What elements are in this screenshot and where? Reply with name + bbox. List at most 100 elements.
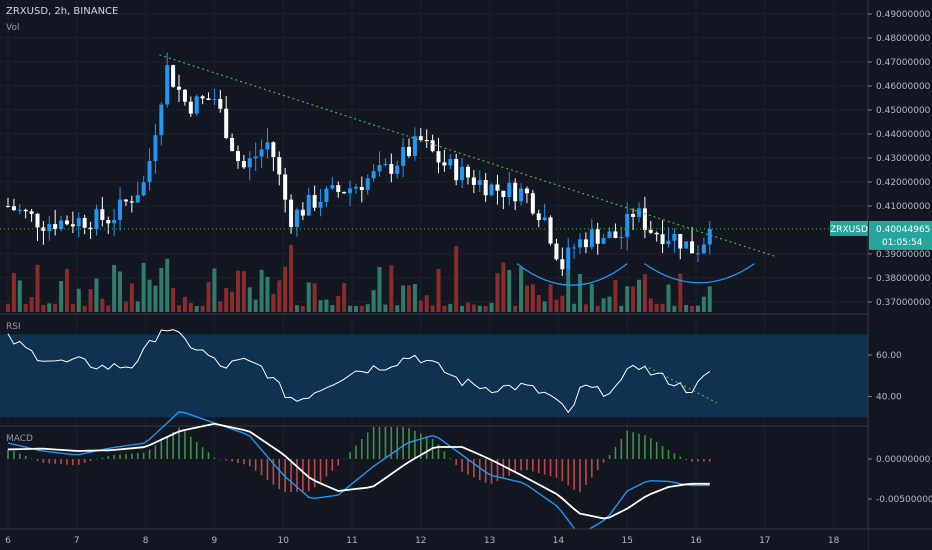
macd-histogram-bar — [366, 432, 369, 459]
candle-body — [206, 98, 211, 101]
volume-bar — [442, 305, 447, 312]
candle-body — [353, 186, 358, 189]
volume-bar — [560, 295, 565, 312]
candle-body — [566, 247, 571, 270]
volume-bar — [572, 303, 577, 312]
volume-bar — [524, 285, 529, 312]
volume-bar — [283, 266, 288, 312]
rsi-line — [7, 329, 711, 414]
candle-body — [224, 108, 229, 138]
volume-bar — [460, 305, 465, 312]
candle-body — [424, 139, 429, 141]
macd-tick-label: 0.00000000 — [876, 455, 931, 465]
macd-tick-label: -0.00500000 — [876, 495, 932, 505]
macd-histogram-bar — [496, 459, 499, 482]
macd-histogram-bar — [278, 459, 281, 490]
macd-histogram-bar — [225, 459, 227, 461]
macd-histogram-bar — [567, 459, 570, 486]
last-price-label: 0.40044965 — [876, 225, 930, 235]
macd-histogram-bar — [349, 452, 351, 459]
volume-bar — [159, 268, 164, 312]
candle-body — [489, 184, 494, 196]
macd-histogram-bar — [508, 459, 511, 476]
macd-histogram-bar — [591, 459, 593, 478]
time-tick-label: 9 — [212, 536, 218, 546]
macd-histogram-bar — [414, 430, 416, 459]
volume-bar — [371, 290, 376, 312]
candle-body — [436, 151, 441, 163]
volume-bar — [141, 262, 146, 312]
candle-body — [554, 243, 559, 260]
volume-bar — [684, 304, 689, 312]
macd-histogram-bar — [461, 459, 463, 472]
candle-body — [100, 209, 105, 220]
volume-bar — [595, 305, 600, 312]
macd-histogram-bar — [484, 459, 487, 483]
candle-body — [23, 209, 28, 212]
macd-histogram-bar — [561, 459, 564, 482]
macd-histogram-bar — [213, 457, 216, 459]
rounded-bottom-curve — [516, 263, 628, 286]
macd-histogram-bar — [596, 459, 599, 471]
volume-bar — [41, 304, 46, 312]
macd-histogram-bar — [131, 453, 133, 459]
macd-histogram-bar — [331, 459, 334, 471]
volume-bar — [707, 286, 712, 312]
volume-bar — [536, 294, 541, 312]
macd-histogram-bar — [195, 441, 198, 459]
volume-bar — [407, 285, 412, 312]
symbol-header: ZRXUSD, 2h, BINANCE — [6, 6, 118, 17]
volume-bar — [230, 291, 235, 312]
volume-bar — [465, 302, 470, 312]
time-axis-panel — [0, 529, 868, 550]
macd-histogram-bar — [107, 456, 110, 459]
candle-body — [701, 244, 706, 254]
macd-histogram-bar — [148, 449, 151, 459]
macd-line — [7, 411, 710, 536]
volume-bar — [177, 305, 182, 312]
rsi-band — [0, 334, 868, 418]
macd-histogram-bar — [667, 450, 670, 459]
volume-bar — [336, 295, 341, 312]
candle-body — [64, 220, 69, 225]
candle-body — [678, 234, 683, 249]
candle-body — [524, 188, 529, 194]
volume-bar — [135, 301, 140, 312]
price-overlays — [0, 54, 868, 257]
macd-histogram-bar — [543, 459, 546, 475]
macd-histogram-bar — [443, 451, 446, 459]
volume-bar — [607, 296, 612, 312]
volume-bar — [64, 268, 69, 312]
candle-body — [542, 217, 547, 221]
candle-body — [330, 185, 335, 189]
volume-bar — [306, 282, 311, 312]
candle-body — [300, 209, 305, 216]
volume-bar — [489, 302, 494, 312]
countdown-label: 01:05:54 — [882, 238, 923, 248]
macd-histogram-bar — [455, 459, 457, 465]
rsi-tick-label: 40.00 — [876, 393, 902, 403]
volume-bar — [188, 302, 193, 312]
macd-histogram-bar — [520, 459, 522, 471]
volume-bar — [436, 268, 441, 312]
candle-body — [153, 135, 158, 162]
macd-histogram-bar — [302, 459, 304, 492]
macd-histogram-bar — [526, 459, 528, 471]
candle-body — [88, 227, 93, 230]
volume-bar — [589, 284, 594, 312]
candle-body — [336, 185, 341, 192]
macd-histogram-bar — [319, 459, 322, 482]
candle-body — [477, 180, 482, 185]
candle-body — [171, 65, 176, 87]
price-tick-label: 0.47000000 — [876, 58, 931, 68]
macd-histogram-bar — [166, 436, 169, 459]
candle-body — [501, 190, 506, 197]
time-tick-label: 13 — [484, 536, 495, 546]
macd-histogram-bar — [201, 447, 204, 459]
macd-histogram-bar — [83, 459, 86, 464]
candle-body — [59, 220, 64, 230]
macd-histogram-bar — [66, 459, 68, 465]
candle-body — [607, 231, 612, 238]
volume-bar — [318, 300, 323, 312]
